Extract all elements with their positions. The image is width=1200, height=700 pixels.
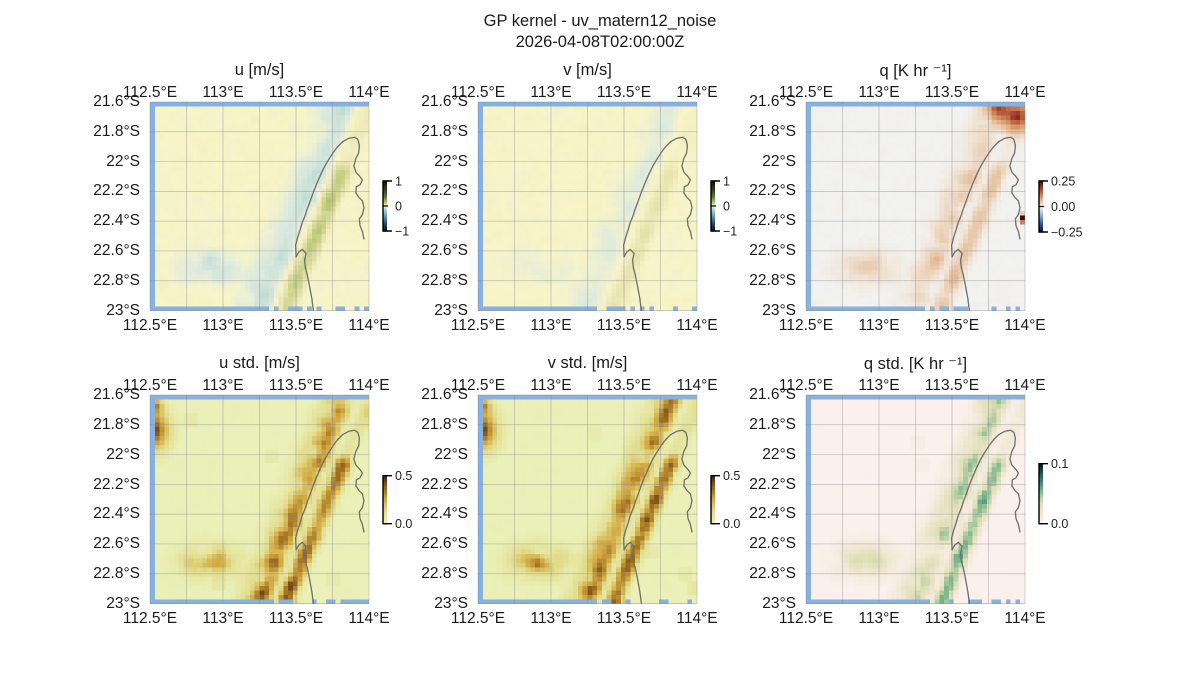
svg-text:0.25: 0.25 [1051, 175, 1075, 189]
svg-text:0: 0 [723, 200, 730, 214]
svg-text:0.0: 0.0 [1051, 517, 1068, 531]
svg-text:0.00: 0.00 [1051, 200, 1075, 214]
svg-text:−0.25: −0.25 [1051, 226, 1083, 240]
svg-text:1: 1 [395, 175, 402, 189]
svg-text:0.0: 0.0 [723, 517, 740, 531]
svg-text:−1: −1 [395, 225, 409, 239]
svg-text:0: 0 [395, 200, 402, 214]
svg-text:0.1: 0.1 [1051, 457, 1068, 471]
svg-text:1: 1 [723, 175, 730, 189]
svg-text:0.5: 0.5 [723, 469, 740, 483]
svg-text:0.0: 0.0 [395, 517, 412, 531]
svg-text:0.5: 0.5 [395, 469, 412, 483]
svg-text:−1: −1 [723, 225, 737, 239]
